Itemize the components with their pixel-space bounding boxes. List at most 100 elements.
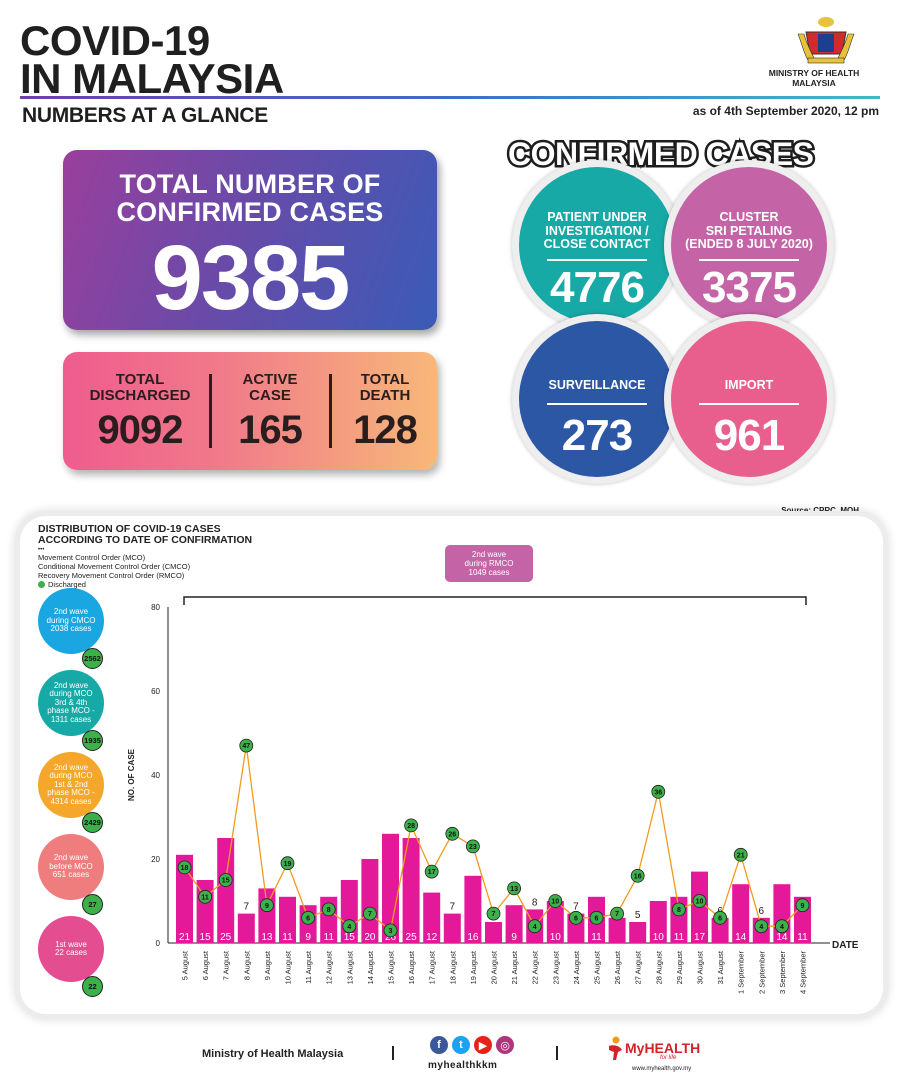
bar-value-label: 11 xyxy=(282,932,293,943)
discharged-marker xyxy=(548,894,563,908)
x-tick-label: 11 August xyxy=(304,950,313,984)
discharged-value-label: 28 xyxy=(407,823,415,830)
x-tick-label: 13 August xyxy=(345,950,354,984)
discharged-marker xyxy=(424,864,439,879)
header-divider xyxy=(20,96,880,99)
bar-value-label: 7 xyxy=(244,902,250,913)
y-tick-label: 60 xyxy=(151,687,160,696)
circle-value: 3375 xyxy=(702,263,797,312)
discharged-value-label: 17 xyxy=(428,869,436,876)
wave-discharged-badge: 2429 xyxy=(82,812,103,833)
discharged-marker xyxy=(651,784,666,799)
x-tick-label: 12 August xyxy=(325,950,334,984)
discharged-value-label: 6 xyxy=(574,915,578,922)
discharged-value-label: 18 xyxy=(181,865,189,872)
facebook-icon[interactable]: f xyxy=(430,1036,448,1054)
subtitle: NUMBERS AT A GLANCE xyxy=(22,104,268,127)
discharged-value-label: 13 xyxy=(510,886,518,893)
myhealth-tagline: for life xyxy=(660,1055,677,1061)
wave-circle-mco-34: 2nd wave during MCO 3rd & 4th phase MCO … xyxy=(38,670,104,736)
bar-value-label: 25 xyxy=(220,932,232,943)
discharged-marker xyxy=(404,818,419,833)
discharged-dot-icon xyxy=(38,581,45,588)
circle-label: SURVEILLANCE xyxy=(548,378,646,392)
bar xyxy=(443,913,461,943)
discharged-marker xyxy=(507,881,521,896)
legend-discharged: Discharged xyxy=(38,580,190,589)
discharged-marker xyxy=(280,856,295,871)
discharged-value-label: 6 xyxy=(718,915,722,922)
x-tick-label: 9 August xyxy=(263,950,272,980)
discharged-value-label: 47 xyxy=(242,743,250,750)
y-tick-label: 20 xyxy=(151,855,160,864)
discharged-marker xyxy=(465,839,480,854)
legend-cmco: Conditional Movement Control Order (CMCO… xyxy=(38,562,191,571)
footer-separator xyxy=(556,1046,558,1060)
x-tick-label: 20 August xyxy=(490,950,499,984)
discharged-marker xyxy=(733,847,748,862)
instagram-icon[interactable]: ◎ xyxy=(496,1036,514,1054)
discharged-marker xyxy=(527,919,542,934)
discharged-value-label: 11 xyxy=(201,894,209,901)
circle-value: 4776 xyxy=(550,263,645,312)
bar-value-label: 10 xyxy=(653,932,665,943)
bar-value-label: 25 xyxy=(406,932,418,943)
discharged-value-label: 6 xyxy=(595,915,599,922)
discharged-value-label: 16 xyxy=(634,873,642,880)
discharged-value-label: 8 xyxy=(677,907,681,914)
y-tick-label: 80 xyxy=(151,603,160,612)
bar xyxy=(608,917,626,943)
x-tick-label: 3 September xyxy=(778,951,787,994)
stat-death: TOTAL DEATH 128 xyxy=(333,372,437,453)
chart-legend: ••• Movement Control Order (MCO) Conditi… xyxy=(38,547,191,589)
bar-value-label: 20 xyxy=(364,932,376,943)
discharged-marker xyxy=(321,902,336,917)
x-tick-label: 10 August xyxy=(284,950,293,984)
bar xyxy=(382,833,399,943)
myhealth-brand: MyHEALTH xyxy=(625,1040,701,1056)
x-tick-label: 4 September xyxy=(799,951,808,994)
bar-value-label: 17 xyxy=(694,932,706,943)
bar xyxy=(485,922,502,943)
footer-ministry: Ministry of Health Malaysia xyxy=(202,1048,344,1060)
stat-divider xyxy=(329,374,332,448)
discharged-marker xyxy=(692,894,707,908)
bar-value-label: 8 xyxy=(532,897,538,908)
coat-of-arms-icon xyxy=(797,17,855,64)
youtube-icon[interactable]: ▶ xyxy=(474,1036,492,1054)
bar-value-label: 13 xyxy=(261,932,273,943)
discharged-marker xyxy=(239,738,254,753)
bar xyxy=(546,901,564,943)
myhealth-url[interactable]: www.myhealth.gov.my xyxy=(632,1066,692,1072)
bar xyxy=(505,905,523,943)
discharged-marker xyxy=(383,923,398,938)
footer-separator xyxy=(392,1046,394,1060)
social-handle[interactable]: myhealthkkm xyxy=(428,1060,498,1071)
circle-label: PATIENT UNDER INVESTIGATION / CLOSE CONT… xyxy=(543,210,651,251)
legend-dots-icon: ••• xyxy=(38,547,45,553)
stat-active-value: 165 xyxy=(238,408,303,452)
chart-title: DISTRIBUTION OF COVID-19 CASES ACCORDING… xyxy=(38,523,253,546)
circle-value: 273 xyxy=(561,411,633,460)
x-tick-label: 16 August xyxy=(407,950,416,984)
bar-value-label: 14 xyxy=(735,932,747,943)
total-confirmed-card: TOTAL NUMBER OF CONFIRMED CASES 9385 xyxy=(63,150,437,330)
x-tick-label: 29 August xyxy=(675,950,684,984)
discharged-value-label: 4 xyxy=(759,924,763,931)
y-tick-label: 0 xyxy=(156,939,161,948)
as-of-date: as of 4th September 2020, 12 pm xyxy=(692,104,879,118)
bar-value-label: 16 xyxy=(467,932,479,943)
discharged-marker xyxy=(342,919,357,934)
discharged-value-label: 15 xyxy=(222,878,230,885)
discharged-value-label: 3 xyxy=(389,928,393,935)
stat-active-label: ACTIVE CASE xyxy=(242,371,298,404)
x-axis-label: DATE xyxy=(832,940,859,951)
discharged-marker xyxy=(589,910,604,925)
x-tick-label: 17 August xyxy=(428,950,437,984)
x-tick-label: 5 August xyxy=(181,950,190,980)
circle-cluster: CLUSTER SRI PETALING (ENDED 8 JULY 2020)… xyxy=(664,160,834,330)
summary-stats-card: TOTAL DISCHARGED 9092 ACTIVE CASE 165 TO… xyxy=(63,352,437,470)
circle-label: CLUSTER SRI PETALING (ENDED 8 JULY 2020) xyxy=(685,210,813,251)
twitter-icon[interactable]: t xyxy=(452,1036,470,1054)
